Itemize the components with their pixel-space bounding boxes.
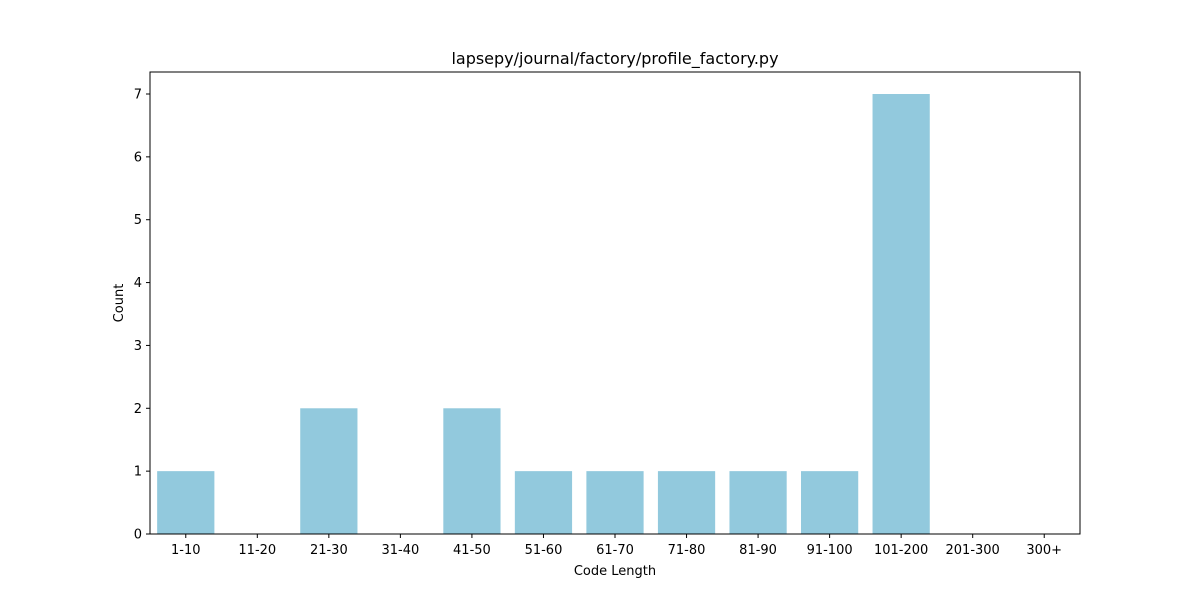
- x-tick-label: 11-20: [238, 543, 276, 558]
- plot-frame: [149, 71, 1081, 535]
- y-tick-label: 4: [134, 276, 142, 291]
- x-tick-label: 51-60: [525, 543, 563, 558]
- bar-51-60: [514, 471, 573, 534]
- x-tick-label: 201-300: [946, 543, 1000, 558]
- y-tick-label: 5: [134, 213, 142, 228]
- y-tick-label: 3: [134, 339, 142, 354]
- x-tick-label: 61-70: [596, 543, 634, 558]
- y-tick-label: 1: [134, 465, 142, 480]
- bar-91-100: [801, 471, 859, 534]
- bar-1-10: [157, 471, 215, 534]
- x-tick-label: 91-100: [807, 543, 853, 558]
- x-tick-label: 71-80: [668, 543, 706, 558]
- chart-title: lapsepy/journal/factory/profile_factory.…: [451, 49, 778, 69]
- x-tick-label: 101-200: [874, 543, 928, 558]
- bar-21-30: [300, 408, 358, 534]
- y-tick-label: 0: [134, 528, 142, 543]
- x-tick-label: 31-40: [381, 543, 419, 558]
- y-axis-label: Count: [112, 284, 127, 323]
- ticks-layer: 1-10 11-20 21-30 31-40 41-50 51-60 61-70 71-80 8…: [134, 88, 1062, 559]
- x-tick-label: 41-50: [453, 543, 491, 558]
- x-tick-label: 1-10: [171, 543, 201, 558]
- bar-61-70: [586, 471, 644, 534]
- bar-81-90: [729, 471, 787, 534]
- x-tick-label: 300+: [1026, 543, 1062, 558]
- y-tick-label: 2: [134, 402, 142, 417]
- x-tick-label: 21-30: [310, 543, 348, 558]
- bar-101-200: [872, 94, 930, 534]
- y-tick-label: 6: [134, 150, 142, 165]
- y-tick-label: 7: [134, 88, 142, 103]
- bar-41-50: [443, 408, 501, 534]
- x-axis-label: Code Length: [574, 564, 656, 579]
- bars-layer: [157, 94, 930, 534]
- bar-71-80: [657, 471, 716, 534]
- x-tick-label: 81-90: [739, 543, 777, 558]
